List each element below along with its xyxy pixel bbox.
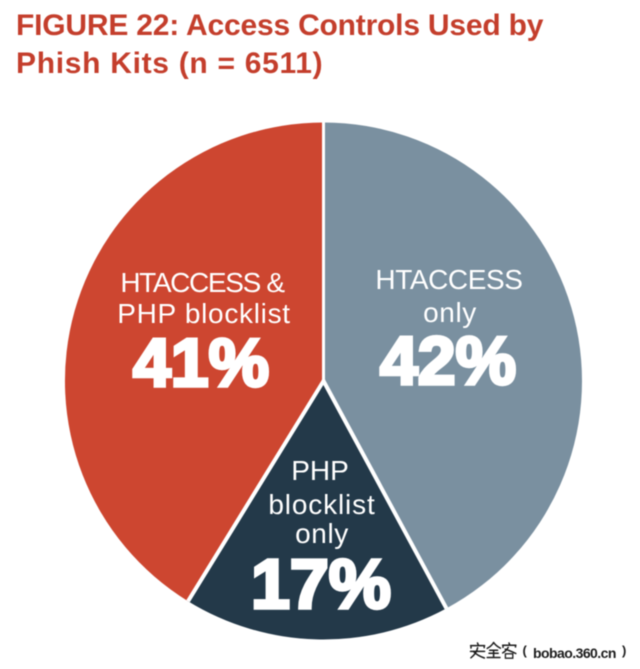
svg-text:41%: 41% <box>133 325 269 401</box>
svg-text:bobao.360.cn: bobao.360.cn <box>533 645 616 661</box>
svg-text:only: only <box>423 297 477 328</box>
svg-text:17%: 17% <box>251 545 391 623</box>
svg-text:): ) <box>622 643 626 658</box>
svg-text:PHP blocklist: PHP blocklist <box>117 298 291 329</box>
svg-text:only: only <box>295 518 349 549</box>
svg-text:blocklist: blocklist <box>268 489 375 520</box>
svg-text:(: ( <box>523 643 528 658</box>
svg-text:PHP: PHP <box>291 455 349 486</box>
svg-text:HTACCESS: HTACCESS <box>375 264 522 295</box>
svg-text:HTACCESS &: HTACCESS & <box>120 267 285 298</box>
svg-text:42%: 42% <box>380 323 516 399</box>
